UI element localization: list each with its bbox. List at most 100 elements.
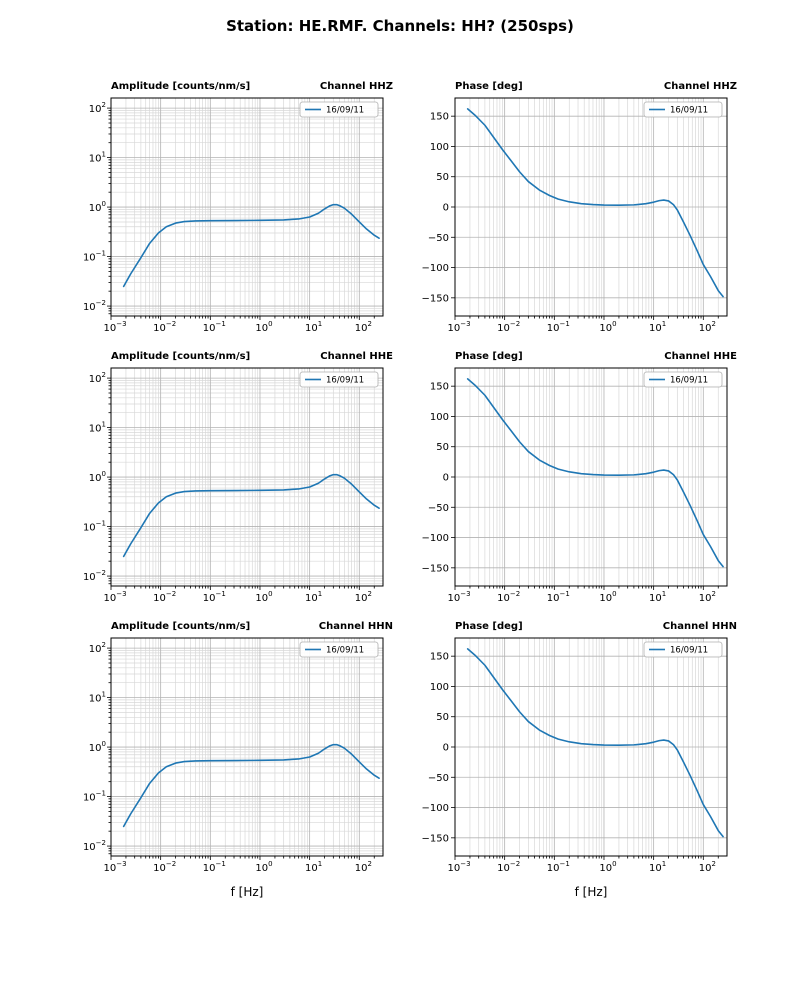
response-curve [122, 743, 380, 828]
svg-text:−50: −50 [428, 233, 449, 244]
axes-title-left: Amplitude [counts/nm/s] [111, 81, 251, 92]
amplitude-plot-hhn: 10−3 10−2 10−1 100 101 102 10−2 10−1 100 101 102 16… [83, 637, 384, 874]
svg-text:10−2: 10−2 [83, 299, 106, 313]
legend: 16/09/11 [299, 641, 379, 658]
svg-text:−100: −100 [422, 533, 449, 544]
svg-text:102: 102 [89, 641, 106, 655]
svg-text:10−2: 10−2 [497, 590, 520, 604]
minor-grid [111, 368, 383, 586]
svg-text:101: 101 [649, 320, 666, 334]
svg-text:10−2: 10−2 [153, 860, 176, 874]
svg-text:100: 100 [599, 320, 616, 334]
axes-titles: Amplitude [counts/nm/s] Channel HHZ [63, 81, 393, 92]
legend: 16/09/11 [299, 101, 379, 118]
svg-text:150: 150 [430, 382, 449, 393]
svg-text:0: 0 [443, 473, 449, 484]
tick-marks [451, 385, 719, 590]
phase-plot-hhz: 10−3 10−2 10−1 100 101 102 −150 −100 −50 0 50 100 15… [422, 97, 728, 334]
svg-text:10−3: 10−3 [103, 860, 126, 874]
subplot-phase-hhz: Phase [deg] Channel HHZ 10−3 10−2 10−1 100 1… [407, 81, 737, 345]
svg-text:100: 100 [599, 860, 616, 874]
legend-label: 16/09/11 [326, 646, 364, 656]
svg-text:101: 101 [649, 860, 666, 874]
svg-text:101: 101 [89, 421, 106, 435]
svg-text:10−1: 10−1 [203, 590, 226, 604]
tick-labels: 10−3 10−2 10−1 100 101 102 −150 −100 −50 0 50 100 15… [422, 652, 716, 874]
svg-text:10−2: 10−2 [83, 839, 106, 853]
svg-text:102: 102 [89, 371, 106, 385]
svg-text:101: 101 [89, 691, 106, 705]
svg-text:100: 100 [89, 200, 106, 214]
tick-marks [451, 115, 719, 320]
svg-text:150: 150 [430, 112, 449, 123]
svg-text:10−3: 10−3 [103, 590, 126, 604]
svg-text:−100: −100 [422, 263, 449, 274]
axes-titles: Phase [deg] Channel HHN [407, 621, 737, 632]
svg-text:−50: −50 [428, 503, 449, 514]
x-axis-label: f [Hz] [230, 885, 264, 899]
svg-text:50: 50 [436, 442, 449, 453]
svg-text:101: 101 [305, 860, 322, 874]
svg-text:10−1: 10−1 [203, 860, 226, 874]
svg-text:−150: −150 [422, 833, 449, 844]
axes-title-right: Channel HHZ [319, 81, 393, 92]
svg-text:10−1: 10−1 [83, 250, 106, 264]
phase-plot-hhe: 10−3 10−2 10−1 100 101 102 −150 −100 −50 0 50 100 15… [422, 367, 728, 604]
svg-text:10−2: 10−2 [153, 590, 176, 604]
svg-text:102: 102 [699, 320, 716, 334]
svg-text:50: 50 [436, 712, 449, 723]
svg-text:10−1: 10−1 [83, 520, 106, 534]
axes-titles: Amplitude [counts/nm/s] Channel HHE [63, 351, 393, 362]
svg-text:10−1: 10−1 [83, 790, 106, 804]
tick-labels: 10−3 10−2 10−1 100 101 102 −150 −100 −50 0 50 100 15… [422, 382, 716, 604]
svg-text:102: 102 [355, 590, 372, 604]
svg-text:50: 50 [436, 172, 449, 183]
legend: 16/09/11 [643, 101, 723, 118]
svg-text:−150: −150 [422, 293, 449, 304]
tick-labels: 10−3 10−2 10−1 100 101 102 10−2 10−1 100 101 102 [83, 101, 372, 334]
axes-title-right: Channel HHN [662, 621, 737, 632]
svg-text:100: 100 [255, 860, 272, 874]
amplitude-plot-hhe: 10−3 10−2 10−1 100 101 102 10−2 10−1 100 101 102 16… [83, 367, 384, 604]
subplot-amplitude-hhe: Amplitude [counts/nm/s] Channel HHE 10−3… [63, 351, 393, 615]
tick-labels: 10−3 10−2 10−1 100 101 102 10−2 10−1 100 101 102 [83, 641, 372, 874]
response-curve [122, 203, 380, 288]
svg-text:10−1: 10−1 [547, 590, 570, 604]
axes-titles: Amplitude [counts/nm/s] Channel HHN [63, 621, 393, 632]
svg-text:10−1: 10−1 [203, 320, 226, 334]
svg-text:101: 101 [649, 590, 666, 604]
tick-labels: 10−3 10−2 10−1 100 101 102 −150 −100 −50 0 50 100 15… [422, 112, 716, 334]
axes-title-right: Channel HHN [318, 621, 393, 632]
svg-text:100: 100 [89, 470, 106, 484]
svg-text:100: 100 [255, 590, 272, 604]
legend: 16/09/11 [299, 371, 379, 388]
svg-text:10−3: 10−3 [447, 860, 470, 874]
response-curve [466, 648, 724, 838]
tick-marks [107, 647, 375, 860]
axes-title-left: Amplitude [counts/nm/s] [111, 351, 251, 362]
svg-text:102: 102 [355, 860, 372, 874]
axes-title-left: Phase [deg] [455, 81, 523, 92]
axes-title-right: Channel HHZ [663, 81, 737, 92]
svg-text:10−1: 10−1 [547, 320, 570, 334]
legend-label: 16/09/11 [670, 376, 708, 386]
svg-text:0: 0 [443, 203, 449, 214]
subplot-amplitude-hhn: Amplitude [counts/nm/s] Channel HHN 10−3… [63, 621, 393, 899]
legend-label: 16/09/11 [326, 376, 364, 386]
svg-text:100: 100 [255, 320, 272, 334]
axes-title-left: Amplitude [counts/nm/s] [111, 621, 251, 632]
svg-text:100: 100 [430, 412, 449, 423]
subplot-amplitude-hhz: Amplitude [counts/nm/s] Channel HHZ 10−3… [63, 81, 393, 345]
figure-title: Station: HE.RMF. Channels: HH? (250sps) [226, 17, 574, 35]
svg-text:100: 100 [599, 590, 616, 604]
svg-text:10−3: 10−3 [447, 320, 470, 334]
axes-title-left: Phase [deg] [455, 621, 523, 632]
svg-text:10−2: 10−2 [497, 860, 520, 874]
phase-plot-hhn: 10−3 10−2 10−1 100 101 102 −150 −100 −50 0 50 100 15… [422, 637, 728, 874]
svg-text:101: 101 [89, 151, 106, 165]
svg-text:100: 100 [430, 682, 449, 693]
subplot-phase-hhe: Phase [deg] Channel HHE 10−3 10−2 10−1 100 1… [407, 351, 737, 615]
svg-text:−50: −50 [428, 773, 449, 784]
axes-titles: Phase [deg] Channel HHE [407, 351, 737, 362]
